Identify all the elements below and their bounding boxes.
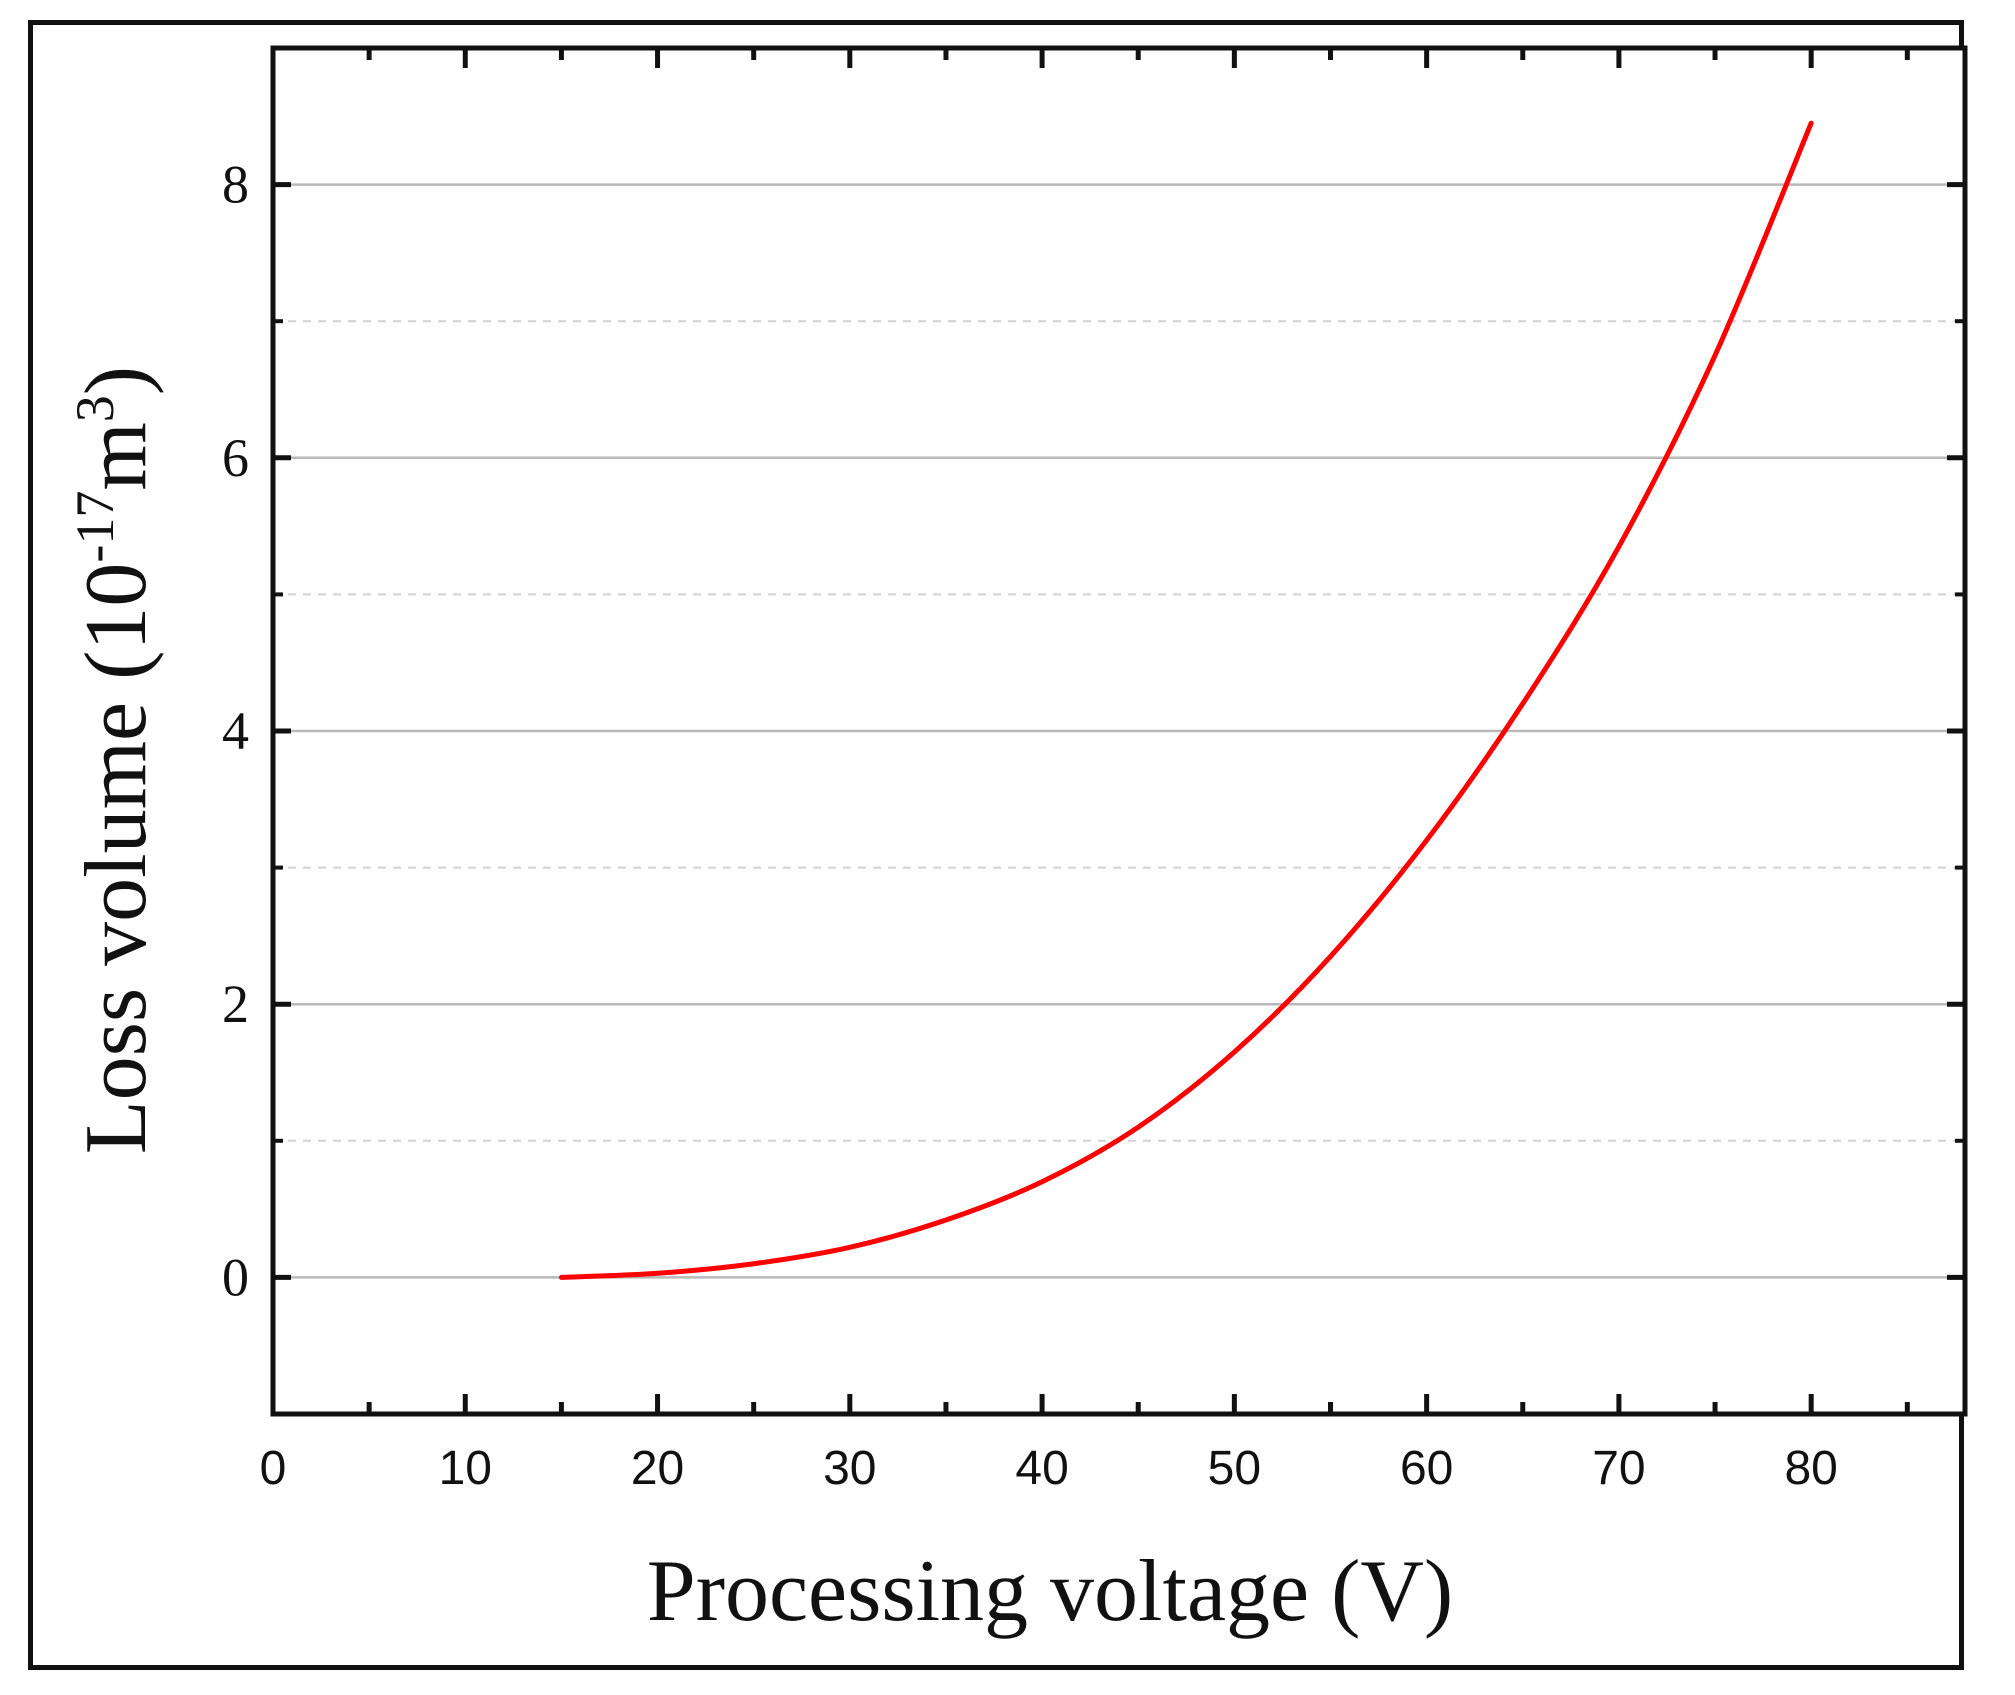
x-tick-label: 80 — [1784, 1442, 1837, 1495]
series-line-loss-volume — [558, 120, 1814, 1280]
y-tick-label: 4 — [222, 701, 249, 761]
x-axis-title: Processing voltage (V) — [647, 1543, 1453, 1640]
x-tick-label: 70 — [1592, 1442, 1645, 1495]
x-tick-label: 20 — [631, 1442, 684, 1495]
x-tick-labels: 0 10 20 30 40 50 60 70 80 — [260, 1442, 1838, 1495]
x-tick-label: 50 — [1208, 1442, 1261, 1495]
x-tick-label: 30 — [823, 1442, 876, 1495]
series-group — [558, 120, 1814, 1280]
y-axis-title: Loss volume (10-17m3) — [65, 366, 165, 1154]
x-tick-label: 40 — [1015, 1442, 1068, 1495]
y-tick-labels: 0 2 4 6 8 — [222, 155, 249, 1308]
y-axis-title-exponent2: 3 — [65, 395, 125, 422]
x-tick-label: 10 — [439, 1442, 492, 1495]
x-tick-label: 0 — [260, 1442, 287, 1495]
x-tick-label: 60 — [1400, 1442, 1453, 1495]
y-axis-title-unit: m — [68, 422, 165, 490]
plot-border — [270, 45, 1968, 1417]
y-tick-label: 0 — [222, 1247, 249, 1307]
y-tick-label: 8 — [222, 155, 249, 215]
y-tick-label: 2 — [222, 974, 249, 1034]
y-axis-title-suffix: ) — [68, 366, 165, 395]
y-axis-title-prefix: Loss volume (10 — [68, 563, 165, 1155]
y-axis-title-exponent1: -17 — [65, 491, 125, 563]
y-tick-label: 6 — [222, 428, 249, 488]
